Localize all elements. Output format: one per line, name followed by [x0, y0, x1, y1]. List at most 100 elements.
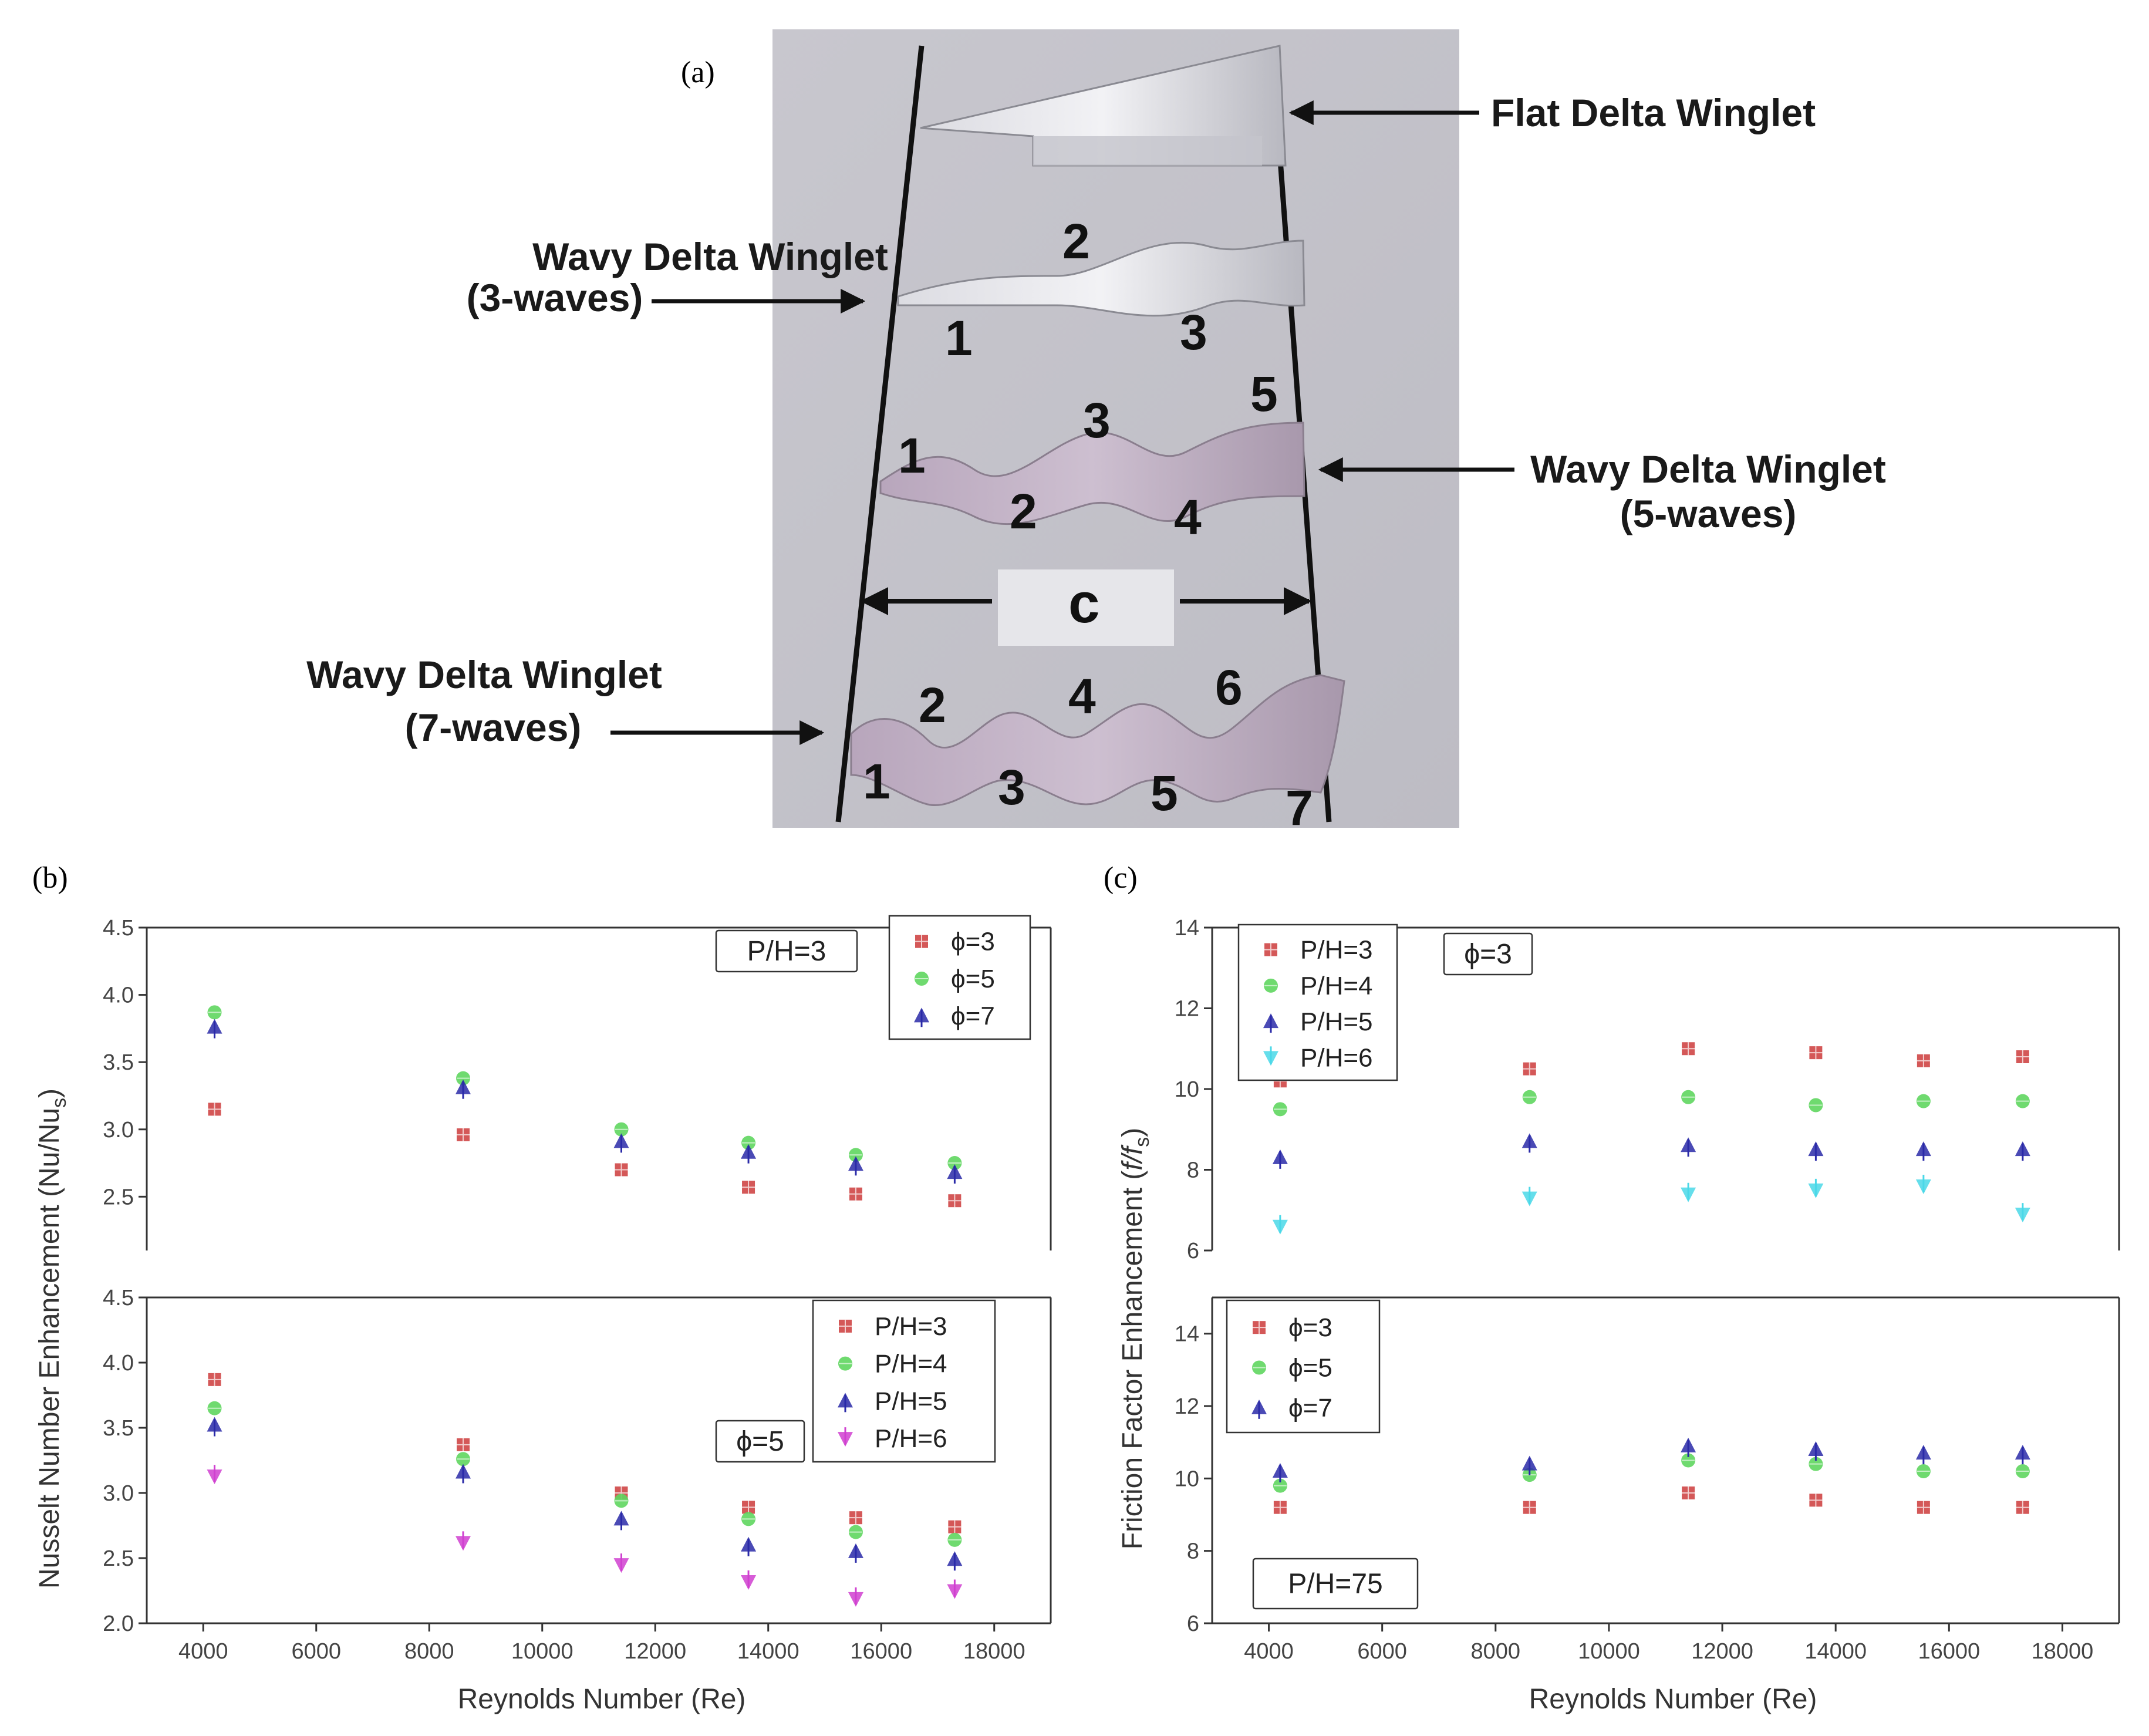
b-bottom-point-1-3: [741, 1512, 756, 1526]
c-top-point-0-1: [1523, 1062, 1536, 1076]
b-bottom-point-1-0: [207, 1401, 222, 1415]
c-bottom-point-0-2-cross: [1682, 1486, 1695, 1499]
c-bottom-xtick-label: 10000: [1578, 1639, 1640, 1664]
b-top-ytick-label: 3.5: [103, 1050, 134, 1075]
c-top-point-1-0: [1273, 1102, 1287, 1117]
c-bottom-xtick-label: 18000: [2032, 1639, 2094, 1664]
c-bottom-ytick-label: 12: [1175, 1394, 1199, 1419]
c-bottom-point-0-4: [1917, 1501, 1930, 1514]
c-bottom-point-2-3: [1808, 1441, 1824, 1461]
b-bottom-ytick-label: 3.0: [103, 1481, 134, 1506]
c-bottom-point-0-2: [1682, 1486, 1695, 1499]
c-top-ytick-label: 8: [1187, 1158, 1199, 1183]
c-bottom-point-1-5: [2015, 1464, 2030, 1478]
c-top-point-3-5: [2015, 1203, 2030, 1223]
wave-number: 3: [1083, 393, 1111, 448]
wave-number: 4: [1174, 490, 1202, 545]
c-bottom-legend-marker-2: [1251, 1399, 1267, 1419]
b-top-point-0-0-cross: [208, 1103, 221, 1116]
b-bottom-point-1-1: [456, 1452, 470, 1467]
label-wavy-7-line2: (7-waves): [405, 706, 582, 749]
b-top-point-2-1: [456, 1079, 471, 1099]
c-top-legend-marker-3: [1263, 1046, 1278, 1066]
c-bottom-ytick-label: 10: [1175, 1467, 1199, 1491]
b-bottom-point-1-2: [614, 1494, 629, 1508]
b-top-point-0-5: [948, 1194, 962, 1208]
b-bottom-xtick-label: 4000: [178, 1639, 228, 1664]
panel-letter-c: (c): [1104, 861, 1138, 895]
b-bottom-point-2-5: [947, 1551, 963, 1571]
b-top-point-2-4: [848, 1156, 863, 1176]
b-xlabel: Reynolds Number (Re): [458, 1684, 746, 1715]
b-bottom-point-1-5: [947, 1532, 962, 1547]
c-bottom-point-0-3: [1809, 1494, 1823, 1507]
wavy-7-winglet-shape: [850, 674, 1345, 807]
b-ylabel: Nusselt Number Enhancement (Nu/Nus): [34, 1088, 70, 1589]
c-top-point-2-4: [1915, 1141, 1931, 1161]
b-bottom-point-3-4: [848, 1587, 863, 1607]
b-bottom-point-0-3-cross: [742, 1501, 755, 1514]
c-bottom-point-2-4: [1915, 1445, 1931, 1465]
b-top-plot: 2.5 3.0 3.5 4.0 4.5 P/H=3 ϕ=3 ϕ=5 ϕ=7: [103, 915, 1052, 1250]
b-top-point-0-2-cross: [615, 1163, 628, 1177]
wavy-5-winglet-shape: [879, 422, 1305, 525]
wave-number: 6: [1215, 660, 1243, 715]
c-top-point-0-5: [2016, 1050, 2029, 1063]
chord-label: c: [1068, 572, 1099, 635]
b-bottom-point-2-3: [741, 1536, 757, 1556]
b-bottom-legend-marker-2: [838, 1393, 853, 1413]
c-bottom-xtick-label: 8000: [1471, 1639, 1521, 1664]
c-top-point-2-3: [1808, 1141, 1824, 1161]
c-top-legend-label-1: P/H=4: [1300, 972, 1373, 1000]
c-top-point-2-0: [1272, 1149, 1288, 1169]
b-top-point-1-0: [207, 1005, 222, 1020]
b-bottom-legend-marker-1: [838, 1356, 852, 1371]
b-bottom-xtick-label: 12000: [624, 1639, 686, 1664]
b-bottom-xtick-label: 16000: [850, 1639, 912, 1664]
wave-number: 1: [863, 754, 890, 809]
b-top-point-0-4: [849, 1187, 862, 1201]
c-bottom-point-2-5: [2015, 1445, 2030, 1465]
c-top-point-0-2-cross: [1682, 1042, 1695, 1056]
c-xlabel: Reynolds Number (Re): [1529, 1684, 1817, 1715]
c-bottom-ytick-label: 14: [1175, 1322, 1199, 1347]
b-bottom-ytick-label: 4.0: [103, 1351, 134, 1376]
b-top-point-1-5: [947, 1156, 962, 1171]
b-bottom-point-2-0: [207, 1417, 222, 1437]
c-bottom-plot: 6 8 10 12 14 4000 6000 8000 10000 12000 14000 16000…: [1175, 1296, 2120, 1664]
b-bottom-point-3-2: [613, 1553, 629, 1573]
c-top-point-3-3: [1808, 1178, 1824, 1198]
c-bottom-xtick-label: 12000: [1691, 1639, 1753, 1664]
b-top-legend-label-1: ϕ=5: [951, 965, 995, 993]
c-bottom-point-0-4-cross: [1917, 1501, 1930, 1514]
c-bottom-point-0-5-cross: [2016, 1501, 2029, 1514]
c-top-point-3-2: [1681, 1182, 1696, 1202]
c-top-legend-marker-0-cross: [1264, 943, 1277, 956]
flat-delta-winglet-shape: [920, 45, 1287, 167]
c-top-point-1-3: [1809, 1098, 1823, 1113]
b-bottom-point-0-1-cross: [457, 1438, 470, 1451]
b-bottom-legend-label-3: P/H=6: [875, 1424, 947, 1453]
b-top-legend-marker-0: [915, 935, 928, 948]
b-bottom-point-0-4-cross: [849, 1511, 862, 1525]
c-bottom-xtick-label: 6000: [1357, 1639, 1407, 1664]
b-bottom-xtick-label: 8000: [404, 1639, 454, 1664]
b-top-point-2-0: [207, 1019, 222, 1039]
photo-panel: (a) c 1 2 3 1 2 3 4 5 1: [306, 29, 1886, 835]
b-bottom-legend-marker-0-cross: [839, 1319, 852, 1333]
panel-letter-b: (b): [32, 861, 68, 895]
c-bottom-point-0-5: [2016, 1501, 2029, 1514]
c-top-point-2-5: [2015, 1141, 2030, 1161]
c-top-point-1-2: [1681, 1090, 1696, 1104]
c-top-point-0-2: [1682, 1042, 1695, 1056]
c-top-point-0-3: [1809, 1046, 1823, 1060]
c-bottom-ytick-label: 8: [1187, 1539, 1199, 1564]
c-top-point-3-0: [1272, 1215, 1288, 1235]
b-top-point-1-3: [741, 1135, 756, 1150]
c-bottom-legend-label-1: ϕ=5: [1288, 1354, 1332, 1383]
b-bottom-point-3-0: [207, 1465, 222, 1485]
c-top-point-2-1: [1521, 1133, 1537, 1153]
b-top-point-1-1: [456, 1071, 470, 1086]
